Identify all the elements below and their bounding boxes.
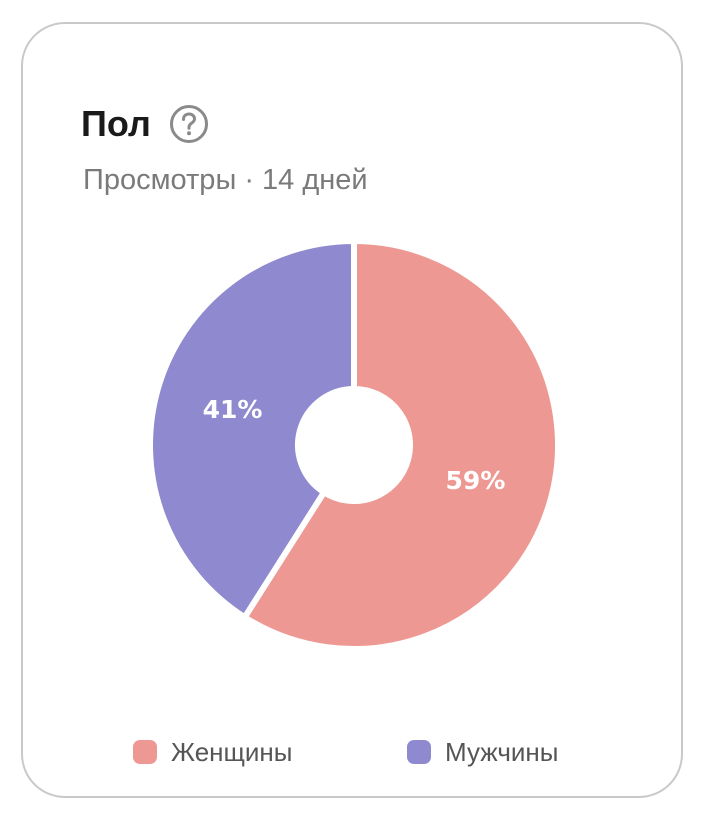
legend-label-men: Мужчины [445,737,559,767]
legend-swatch-men [407,740,431,764]
legend-swatch-women [133,740,157,764]
card-header: Пол [81,100,209,148]
slice-men[interactable] [147,238,357,621]
gender-card: Пол Просмотры · 14 дней 59% 41% Женщины М… [21,22,683,798]
card-title: Пол [81,103,151,144]
gender-donut-chart: 59% 41% [147,238,561,652]
slice-men-label: 41% [203,395,263,424]
question-circle-icon[interactable] [169,104,209,144]
slice-women-label: 59% [446,466,506,495]
legend-item-men[interactable]: Мужчины [407,732,558,772]
legend-label-women: Женщины [171,737,293,767]
legend-item-women[interactable]: Женщины [133,732,292,772]
slice-women[interactable] [241,238,561,652]
chart-legend: Женщины Мужчины [23,732,685,772]
card-subtitle: Просмотры · 14 дней [83,164,368,196]
